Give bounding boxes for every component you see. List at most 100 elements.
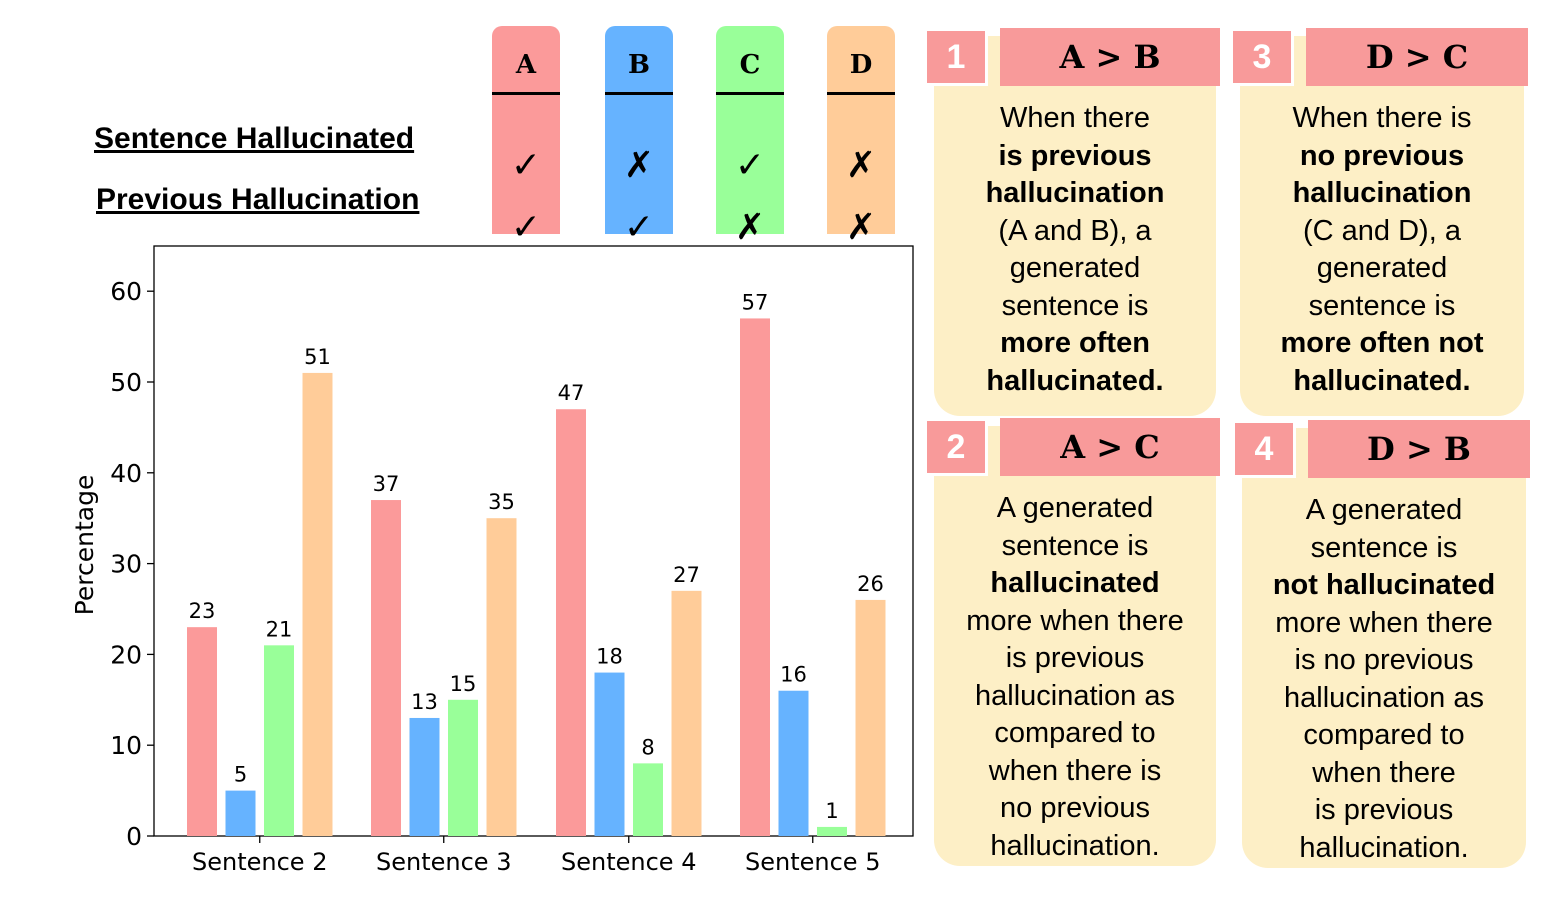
y-tick-label: 60 (110, 277, 142, 306)
card-title: A > C (1000, 418, 1220, 476)
legend-divider (716, 92, 784, 95)
y-tick-label: 30 (110, 550, 142, 579)
bar-c (817, 826, 847, 836)
bar-a (187, 627, 217, 836)
card-line: compared to (994, 717, 1156, 749)
bar-c (633, 763, 663, 836)
y-tick-label: 10 (110, 731, 142, 760)
card-line: hallucination as (975, 679, 1175, 712)
card-line: is previous (1005, 642, 1145, 674)
card-line: not hallucinated (1272, 569, 1496, 601)
legend-divider (605, 92, 673, 95)
card-line: no previous (1000, 792, 1150, 824)
data-label: 13 (411, 690, 438, 714)
card-line: compared to (1303, 719, 1465, 751)
card-1: 1 A > B When there is previous hallucinati… (924, 28, 1220, 416)
card-line: when there (1312, 756, 1456, 789)
data-label: 57 (742, 290, 769, 314)
legend-mark-c-previous: ✗ (734, 207, 766, 248)
data-label: 47 (558, 381, 585, 405)
legend-mark-a-previous: ✓ (510, 207, 542, 248)
card-line: is previous (1314, 794, 1454, 826)
x-tick-label: Sentence 4 (561, 848, 696, 876)
card-line: generated (1316, 252, 1448, 284)
legend-mark-a-sentence: ✓ (510, 145, 542, 186)
card-number: 1 (924, 28, 988, 86)
legend-column-d: D ✗ ✗ (827, 26, 895, 248)
legend-header-d: D (849, 50, 873, 80)
data-label: 15 (450, 672, 477, 696)
data-label: 35 (488, 490, 515, 514)
x-tick-label: Sentence 3 (376, 848, 511, 876)
bar-b (225, 790, 256, 836)
card-line: more often (1000, 327, 1150, 359)
bar-d (486, 518, 517, 836)
bar-chart: 0 10 20 30 40 50 60 Percentage Sentence 2 23 5 21 51… (70, 245, 914, 876)
card-line: more when there (1275, 606, 1493, 639)
row-label-sentence-hallucinated: Sentence Hallucinated (94, 122, 415, 155)
card-line: hallucinated (990, 567, 1160, 599)
legend-header-b: B (628, 50, 650, 80)
bar-d (302, 372, 333, 836)
data-label: 5 (234, 763, 247, 787)
data-label: 21 (266, 617, 293, 641)
legend-mark-d-sentence: ✗ (845, 145, 877, 186)
bar-c (448, 699, 478, 836)
bar-b (594, 672, 625, 836)
card-title: A > B (1000, 28, 1220, 86)
legend-column-b: B ✗ ✓ (605, 26, 673, 248)
legend-column-a: A ✓ ✓ (492, 26, 560, 248)
y-tick-label: 20 (110, 640, 142, 669)
card-line: When there is (1292, 102, 1472, 134)
card-2: 2 A > C A generated sentence is hallucinat… (924, 418, 1220, 866)
legend-mark-d-previous: ✗ (845, 207, 877, 248)
card-line: (C and D), a (1303, 214, 1461, 247)
data-label: 37 (373, 472, 400, 496)
card-line: sentence is (1001, 529, 1149, 562)
card-line: is previous (998, 139, 1152, 172)
card-body: A generated sentence is not hallucinated mo… (1250, 492, 1518, 867)
card-title: D > B (1308, 420, 1530, 478)
card-line: more when there (966, 604, 1184, 637)
y-axis-label: Percentage (70, 475, 99, 616)
data-label: 26 (857, 572, 884, 596)
data-label: 51 (304, 345, 331, 369)
legend-divider (492, 92, 560, 95)
card-line: no previous (1299, 139, 1465, 172)
bar-b (409, 717, 440, 836)
card-line: hallucination. (990, 829, 1160, 862)
x-tick-label: Sentence 5 (745, 848, 880, 876)
legend-mark-c-sentence: ✓ (734, 145, 766, 186)
legend-divider (827, 92, 895, 95)
data-label: 18 (596, 645, 623, 669)
y-tick-label: 50 (110, 368, 142, 397)
legend-header-c: C (739, 50, 761, 80)
card-number: 4 (1232, 420, 1296, 478)
card-line: when there is (988, 754, 1162, 787)
card-number: 2 (924, 418, 988, 476)
bar-c (264, 645, 294, 836)
bar-d (671, 590, 702, 836)
card-4: 4 D > B A generated sentence is not halluc… (1232, 420, 1530, 868)
bar-d (855, 599, 886, 836)
card-line: hallucinated. (1293, 364, 1471, 397)
card-line: A generated (1305, 494, 1463, 526)
card-body: When there is no previous hallucination (C … (1248, 100, 1516, 400)
row-label-previous-hallucination: Previous Hallucination (96, 183, 420, 216)
data-label: 27 (673, 563, 700, 587)
data-label: 1 (825, 799, 838, 823)
card-line: generated (1009, 252, 1141, 284)
card-line: hallucinated. (986, 364, 1164, 397)
card-line: sentence is (1308, 289, 1456, 322)
card-line: (A and B), a (998, 214, 1152, 247)
card-3: 3 D > C When there is no previous hallucin… (1230, 28, 1528, 416)
bar-a (371, 500, 401, 836)
data-label: 16 (780, 663, 807, 687)
y-tick-label: 40 (110, 459, 142, 488)
data-label: 23 (189, 599, 216, 623)
card-line: hallucination (1292, 177, 1472, 209)
legend-column-c: C ✓ ✗ (716, 26, 784, 248)
card-line: When there (1000, 102, 1150, 134)
bar-a (740, 318, 770, 836)
legend-mark-b-sentence: ✗ (623, 145, 655, 186)
